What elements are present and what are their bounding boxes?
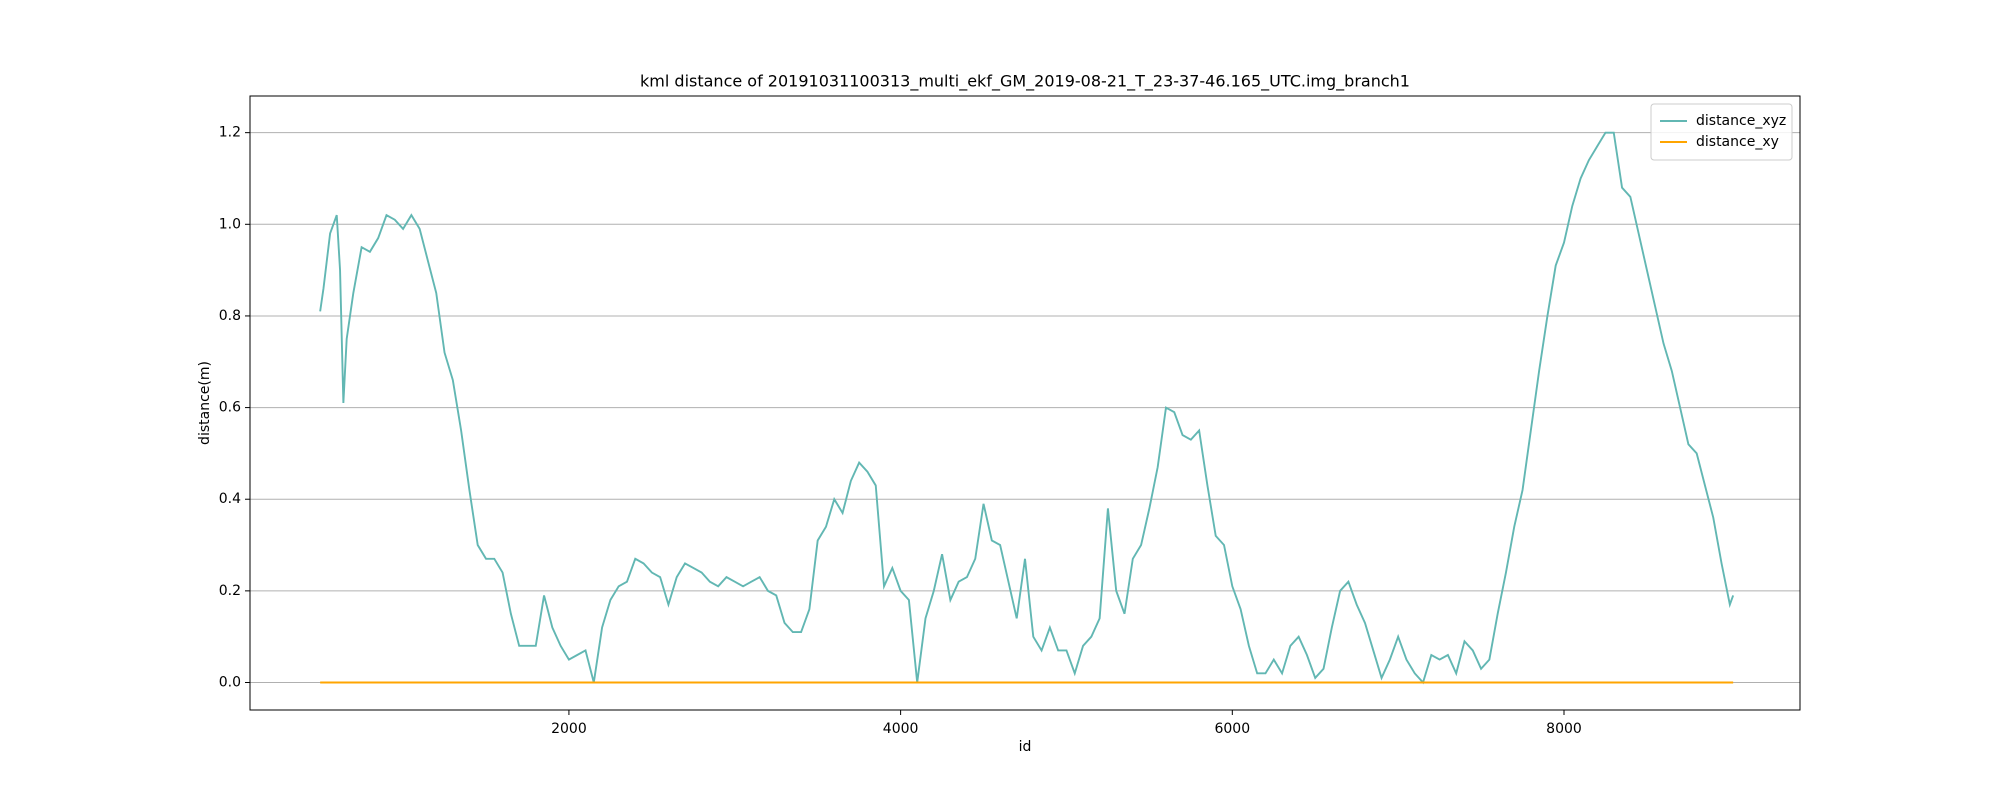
legend-label: distance_xyz (1696, 113, 1786, 129)
x-tick-label: 4000 (883, 721, 919, 737)
legend: distance_xyz distance_xy (1650, 103, 1793, 161)
y-tick-label: 0.2 (219, 583, 241, 599)
y-tick-label: 0.8 (219, 308, 241, 324)
y-tick-label: 0.4 (219, 491, 241, 507)
y-tick-label: 1.2 (219, 125, 241, 141)
data-line (319, 131, 1735, 685)
plot-frame (249, 95, 1801, 711)
chart-title: kml distance of 20191031100313_multi_ekf… (640, 72, 1410, 92)
x-tick-label: 6000 (1214, 721, 1250, 737)
legend-label: distance_xy (1696, 134, 1779, 150)
y-axis-label: distance(m) (197, 361, 213, 445)
legend-frame (1650, 103, 1793, 161)
x-tick-label: 2000 (551, 721, 587, 737)
x-tick-label: 8000 (1546, 721, 1582, 737)
y-tick-label: 0.0 (219, 675, 241, 691)
x-axis-label: id (1019, 739, 1032, 755)
y-tick-label: 1.0 (219, 216, 241, 232)
y-tick-label: 0.6 (219, 400, 241, 416)
